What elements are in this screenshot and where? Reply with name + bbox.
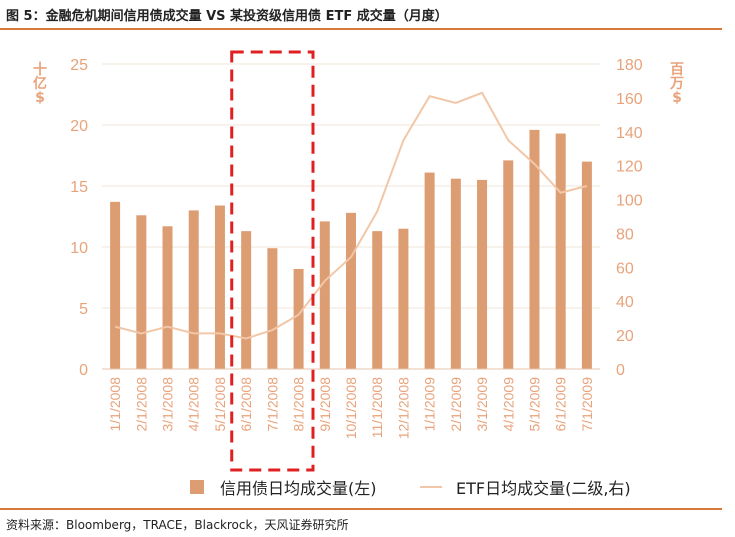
x-tick-label: 6/1/2009 [553,377,569,432]
axis-unit-char: 亿 [33,75,47,92]
bar [214,205,225,369]
x-tick-label: 7/1/2008 [264,377,280,432]
x-axis-ticks: 1/1/2008 2/1/2008 3/1/2008 4/1/2008 5/1/2008… [107,377,595,440]
right-tick-label: 80 [616,226,634,243]
axis-unit-char: 万 [669,76,684,92]
left-tick-label: 20 [70,118,88,135]
right-axis-unit: 百万$ [669,62,684,106]
bar [581,161,592,369]
left-axis-unit: 十亿$ [33,61,47,106]
bar [319,221,330,369]
bar [188,210,199,369]
bar [424,172,435,369]
bar [529,129,540,369]
x-tick-label: 3/1/2008 [160,377,176,432]
axis-unit-char: $ [672,90,682,106]
x-tick-label: 5/1/2009 [526,377,542,432]
right-tick-label: 100 [616,193,643,210]
left-tick-label: 15 [70,179,88,196]
source-note: 资料来源：Bloomberg，TRACE，Blackrock，天风证券研究所 [6,518,349,532]
bar [293,268,304,369]
right-tick-label: 20 [616,328,634,345]
bar [110,201,121,369]
right-tick-label: 40 [616,294,634,311]
axis-unit-char: 百 [670,62,684,78]
bar [450,178,461,369]
axis-unit-char: 十 [33,61,47,78]
x-tick-label: 4/1/2008 [186,377,202,432]
x-tick-label: 4/1/2009 [500,377,516,432]
right-tick-label: 120 [616,159,643,176]
axis-unit-char: $ [35,90,45,106]
legend: 信用债日均成交量(左) ETF日均成交量(二级,右) [190,479,631,498]
chart-title: 图 5：金融危机期间信用债成交量 VS 某投资级信用债 ETF 成交量（月度） [6,9,448,24]
left-axis-ticks: 0 5 10 15 20 25 [70,57,88,379]
right-tick-label: 0 [616,362,625,379]
legend-bar-label: 信用债日均成交量(左) [220,479,377,498]
bar [162,226,173,369]
bar-series [110,129,592,369]
title-rule [0,28,722,30]
x-tick-label: 12/1/2008 [395,377,411,439]
x-tick-label: 8/1/2008 [291,377,307,432]
left-tick-label: 0 [79,362,88,379]
bar [503,160,514,369]
legend-bar-swatch [190,480,204,494]
bar [346,212,356,369]
bar [372,231,383,369]
right-axis-ticks: 0 20 40 60 80 100 120 140 160 180 [616,57,643,379]
highlight-box [230,50,315,472]
x-tick-label: 7/1/2009 [579,377,595,432]
x-tick-label: 5/1/2008 [212,377,228,432]
bar [398,228,409,369]
x-tick-label: 10/1/2008 [343,377,359,439]
left-tick-label: 5 [79,301,88,318]
bar [477,179,488,369]
bar [267,248,278,369]
right-tick-label: 180 [616,57,643,74]
x-tick-label: 3/1/2009 [474,377,490,432]
bar [241,231,252,369]
left-tick-label: 25 [70,57,88,74]
x-tick-label: 1/1/2009 [422,377,438,432]
x-tick-label: 11/1/2008 [369,377,385,438]
x-tick-label: 2/1/2009 [448,377,464,432]
right-tick-label: 60 [616,260,634,277]
footer-rule [0,508,722,510]
x-tick-label: 6/1/2008 [238,377,254,432]
bar [136,215,147,369]
bar [555,133,566,369]
x-tick-label: 9/1/2008 [317,377,333,432]
etf-line [114,91,588,340]
x-tick-label: 1/1/2008 [107,377,123,432]
right-tick-label: 160 [616,91,643,108]
right-tick-label: 140 [616,125,643,142]
x-tick-label: 2/1/2008 [133,377,149,432]
left-tick-label: 10 [70,240,88,257]
legend-line-label: ETF日均成交量(二级,右) [456,479,631,498]
